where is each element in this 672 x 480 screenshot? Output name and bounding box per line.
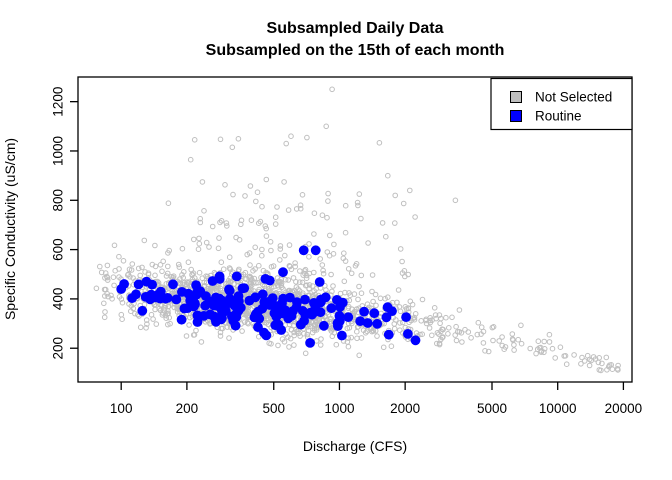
svg-text:500: 500 [262, 401, 285, 416]
svg-text:2000: 2000 [390, 401, 420, 416]
svg-text:600: 600 [51, 238, 66, 261]
svg-text:800: 800 [51, 189, 66, 212]
legend-label-not-selected: Not Selected [535, 90, 612, 105]
y-axis-ticks [70, 101, 78, 349]
svg-text:1000: 1000 [324, 401, 354, 416]
svg-text:100: 100 [110, 401, 133, 416]
chart-title: Subsampled Daily Data [267, 20, 444, 37]
y-axis-tick-labels: 200 400 600 800 1000 1200 [51, 87, 66, 360]
chart-subtitle: Subsampled on the 15th of each month [206, 42, 505, 59]
legend: Not Selected Routine [490, 77, 633, 131]
svg-text:1000: 1000 [51, 136, 66, 166]
legend-label-routine: Routine [535, 109, 582, 124]
svg-text:5000: 5000 [477, 401, 507, 416]
y-axis-label: Specific Conductivity (uS/cm) [2, 138, 18, 320]
svg-text:200: 200 [51, 337, 66, 360]
x-axis-tick-labels: 100 200 500 1000 2000 5000 10000 20000 [110, 401, 642, 416]
plot-box [77, 76, 633, 383]
svg-text:10000: 10000 [539, 401, 577, 416]
points-layer [93, 86, 621, 374]
x-axis-ticks [120, 382, 625, 390]
svg-text:200: 200 [176, 401, 199, 416]
series-routine [116, 245, 421, 348]
legend-swatch-not-selected [510, 91, 522, 103]
svg-text:1200: 1200 [51, 87, 66, 117]
x-axis-label: Discharge (CFS) [303, 438, 407, 454]
svg-text:20000: 20000 [605, 401, 643, 416]
legend-swatch-routine [510, 110, 522, 122]
svg-text:400: 400 [51, 288, 66, 311]
